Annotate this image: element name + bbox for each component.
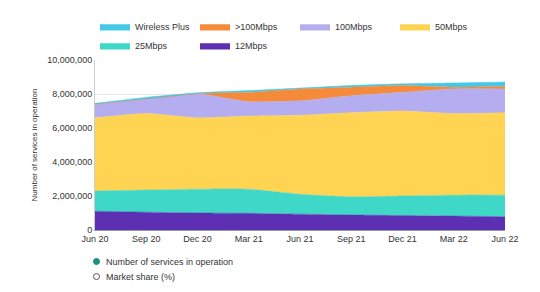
- svg-text:25Mbps: 25Mbps: [135, 41, 168, 51]
- html-text:Market share (%): Market share (%): [106, 271, 175, 282]
- svg-text:Number of services in operatio: Number of services in operation: [30, 89, 39, 202]
- svg-text:Mar 22: Mar 22: [440, 234, 468, 244]
- svg-text:Wireless Plus: Wireless Plus: [135, 22, 190, 32]
- svg-text:6,000,000: 6,000,000: [52, 123, 92, 133]
- svg-text:Jun 21: Jun 21: [286, 234, 313, 244]
- svg-text:8,000,000: 8,000,000: [52, 89, 92, 99]
- svg-text:10,000,000: 10,000,000: [47, 55, 92, 65]
- svg-text:12Mbps: 12Mbps: [235, 41, 268, 51]
- svg-text:>100Mbps: >100Mbps: [235, 22, 278, 32]
- svg-text:Sep 20: Sep 20: [132, 234, 161, 244]
- svg-text:0: 0: [87, 225, 92, 235]
- svg-text:Dec 20: Dec 20: [183, 234, 212, 244]
- svg-text:Sep 21: Sep 21: [337, 234, 366, 244]
- svg-text:4,000,000: 4,000,000: [52, 157, 92, 167]
- svg-text:50Mbps: 50Mbps: [435, 22, 468, 32]
- svg-text:Mar 21: Mar 21: [235, 234, 263, 244]
- html-text:Number of services in operatio: Number of services in operation: [106, 256, 234, 267]
- svg-text:Jun 22: Jun 22: [491, 234, 518, 244]
- svg-text:Jun 20: Jun 20: [81, 234, 108, 244]
- svg-text:100Mbps: 100Mbps: [335, 22, 373, 32]
- svg-text:2,000,000: 2,000,000: [52, 191, 92, 201]
- svg-text:Dec 21: Dec 21: [388, 234, 417, 244]
